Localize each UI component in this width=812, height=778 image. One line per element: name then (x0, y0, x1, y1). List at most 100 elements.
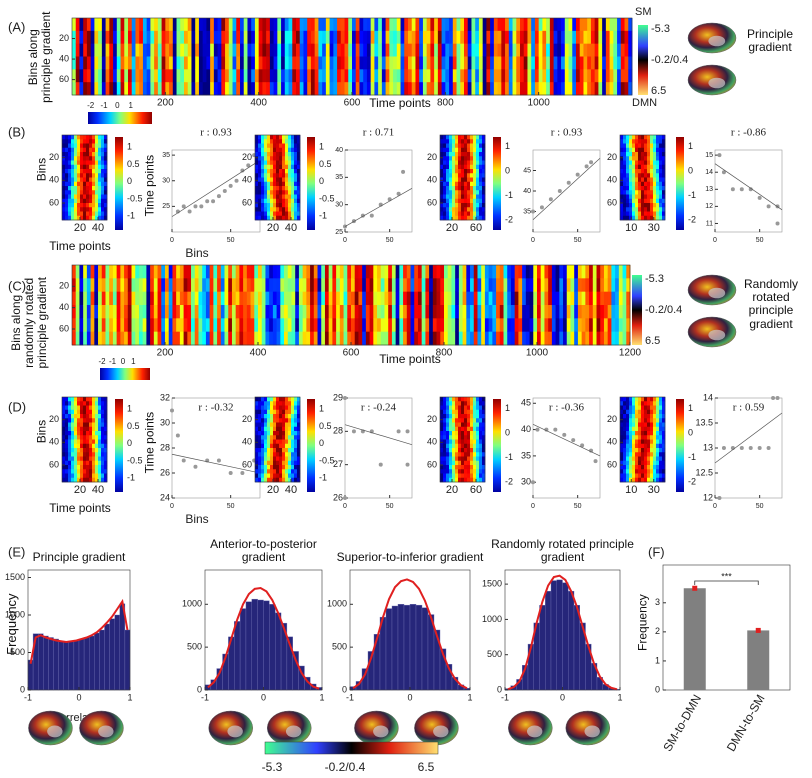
heatmap-cell (479, 465, 483, 470)
heatmap-cell (395, 318, 400, 333)
heatmap-cell (194, 291, 199, 306)
heatmap-cell (313, 278, 318, 293)
heatmap-cell (656, 460, 660, 466)
heatmap-cell (632, 190, 636, 195)
heatmap-cell (62, 152, 66, 157)
heatmap-cell (294, 190, 298, 195)
heatmap-cell (568, 69, 573, 83)
heatmap-cell (310, 82, 316, 96)
heatmap-cell (153, 291, 158, 306)
heatmap-cell (628, 56, 633, 70)
heatmap-cell (176, 30, 181, 45)
heatmap-cell (86, 18, 92, 32)
heatmap-cell (638, 177, 642, 183)
heatmap-cell (270, 164, 274, 170)
heatmap-cell (101, 405, 105, 411)
heatmap-cell (198, 331, 203, 346)
heatmap-cell (276, 452, 280, 457)
heatmap-cell (294, 139, 298, 144)
heatmap-cell (479, 460, 483, 466)
heatmap-cell (139, 18, 144, 32)
heatmap-cell (71, 169, 75, 174)
heatmap-cell (157, 82, 162, 96)
heatmap-cell (269, 265, 274, 279)
heatmap-cell (437, 82, 442, 96)
heatmap-cell (470, 215, 474, 221)
heatmap-cell (516, 69, 521, 83)
heatmap-cell (455, 186, 459, 191)
heatmap-cell (370, 30, 375, 45)
heatmap-cell (68, 477, 72, 483)
heatmap-cell (594, 69, 599, 83)
heatmap-cell (94, 331, 99, 346)
heatmap-cell (607, 318, 612, 333)
heatmap-cell (124, 291, 129, 306)
heatmap-cell (124, 82, 129, 96)
heatmap-cell (324, 305, 330, 319)
heatmap-cell (86, 203, 90, 208)
heatmap-cell (95, 460, 99, 466)
heatmap-cell (476, 207, 480, 212)
heatmap-cell (269, 305, 274, 319)
heatmap-cell (258, 477, 262, 483)
heatmap-cell (146, 318, 151, 333)
heatmap-cell (626, 331, 631, 346)
heatmap-cell (94, 82, 99, 96)
heatmap-cell (265, 305, 270, 319)
y-tick-label: 12 (705, 203, 713, 210)
axes-frame (171, 149, 261, 233)
histogram-bar (556, 579, 563, 691)
heatmap-cell (95, 426, 99, 432)
heatmap-cell (446, 460, 450, 466)
heatmap-cell (626, 465, 630, 470)
heatmap-cell (187, 43, 192, 57)
heatmap-cell (583, 82, 588, 96)
heatmap-cell (653, 152, 657, 157)
heatmap-cell (255, 418, 259, 423)
heatmap-cell (620, 82, 625, 96)
heatmap-cell (662, 443, 666, 449)
heatmap-cell (225, 18, 230, 32)
heatmap-cell (476, 431, 480, 436)
heatmap-cell (451, 278, 456, 293)
heatmap-cell (247, 82, 252, 96)
heatmap-cell (626, 169, 630, 174)
heatmap-cell (473, 152, 477, 157)
heatmap-cell (473, 477, 477, 483)
heatmap-cell (337, 56, 342, 70)
heatmap-cell (570, 265, 575, 279)
heatmap-cell (109, 265, 114, 279)
heatmap-cell (172, 30, 177, 45)
heatmap-cell (77, 207, 81, 212)
heatmap-cell (482, 190, 486, 195)
heatmap-cell (72, 291, 77, 306)
heatmap-cell (101, 426, 105, 432)
heatmap-cell (577, 278, 583, 293)
heatmap-cell (343, 318, 348, 333)
heatmap-cell (217, 69, 222, 83)
heatmap-cell (72, 18, 77, 32)
heatmap-cell (653, 164, 657, 170)
heatmap-cell (611, 265, 616, 279)
heatmap-cell (297, 135, 301, 140)
x-tick-label: 50 (574, 503, 582, 510)
heatmap-cell (273, 43, 278, 57)
heatmap-cell (276, 211, 280, 217)
heatmap-cell (557, 82, 562, 96)
x-tick-label: 20 (446, 222, 458, 234)
heatmap-cell (86, 207, 90, 212)
heatmap-cell (503, 331, 508, 346)
heatmap-cell (258, 18, 263, 32)
heatmap-cell (255, 456, 259, 462)
heatmap-cell (276, 443, 280, 449)
heatmap-cell (104, 186, 108, 191)
heatmap-cell (461, 169, 465, 174)
heatmap-cell (187, 56, 192, 70)
heatmap-cell (77, 143, 81, 149)
heatmap-cell (291, 443, 295, 449)
heatmap-cell (479, 439, 483, 445)
heatmap-cell (659, 211, 663, 217)
heatmap-cell (77, 456, 81, 462)
heatmap-cell (623, 431, 627, 436)
heatmap-cell (187, 291, 192, 306)
